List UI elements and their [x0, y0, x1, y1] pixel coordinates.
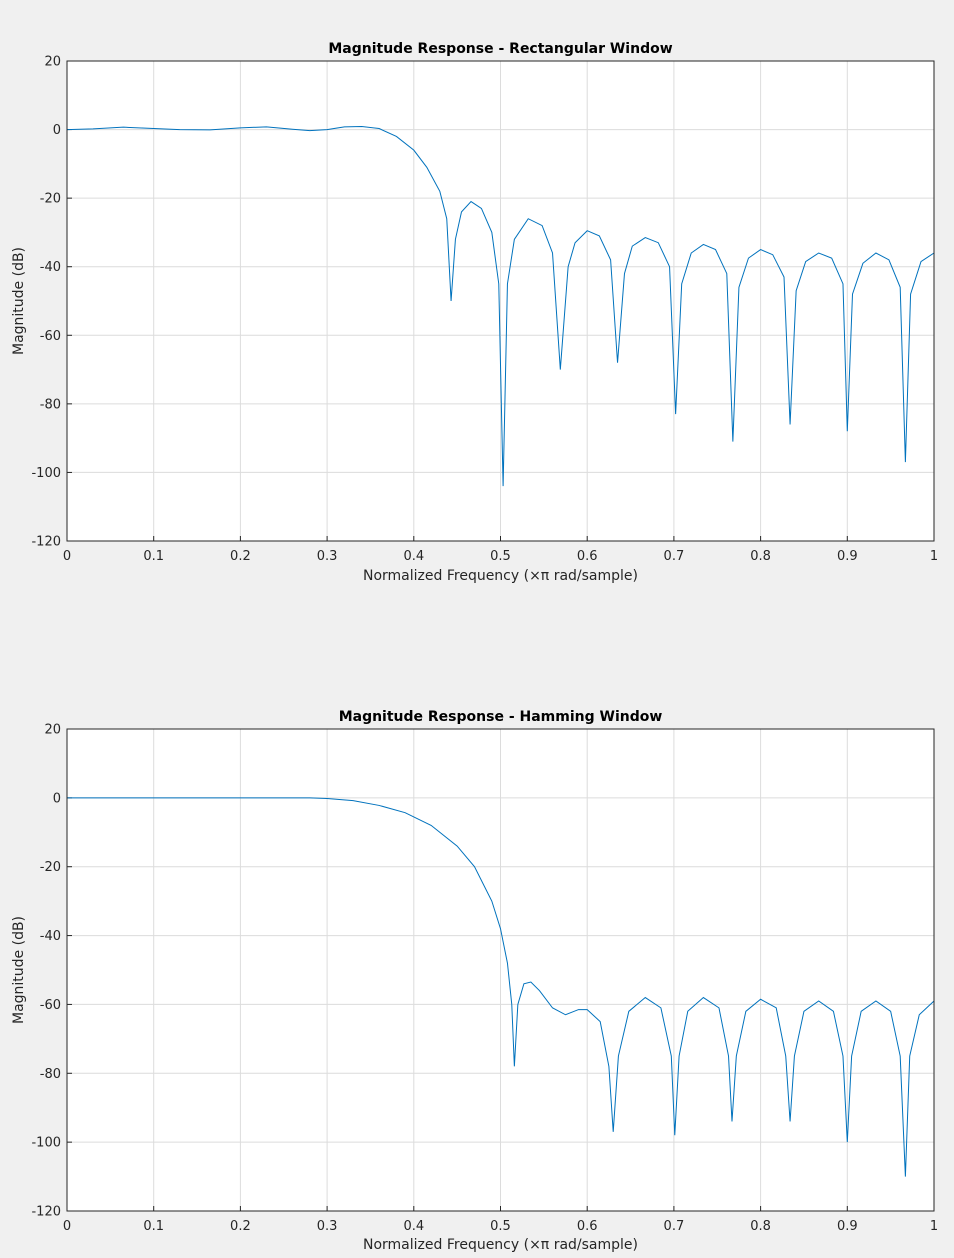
x-tick-label: 0.4 [403, 1219, 424, 1234]
y-tick-label: 0 [53, 791, 61, 806]
plot-title: Magnitude Response - Hamming Window [339, 709, 663, 725]
x-tick-label: 0.1 [143, 549, 164, 564]
y-axis-label: Magnitude (dB) [11, 247, 27, 355]
tick-labels: 0 0.1 0.2 0.3 0.4 0.5 0.6 0.7 0.8 0.9 1 -120 -100 -80… [31, 723, 938, 1235]
x-tick-label: 0.9 [837, 1219, 858, 1234]
y-tick-label: 0 [53, 123, 61, 138]
y-tick-label: -20 [40, 860, 61, 875]
x-tick-label: 0.3 [317, 1219, 338, 1234]
plot-rectangular-window: 0 0.1 0.2 0.3 0.4 0.5 0.6 0.7 0.8 0.9 1 -120 -100 -80… [11, 41, 938, 584]
x-tick-label: 0.7 [664, 549, 685, 564]
y-tick-label: -20 [40, 192, 61, 207]
x-tick-label: 0.6 [577, 1219, 598, 1234]
tick-labels: 0 0.1 0.2 0.3 0.4 0.5 0.6 0.7 0.8 0.9 1 -120 -100 -80… [31, 55, 938, 565]
x-tick-label: 0 [63, 1219, 71, 1234]
y-tick-label: -120 [31, 535, 61, 550]
x-tick-label: 1 [930, 1219, 938, 1234]
x-axis-label: Normalized Frequency (×π rad/sample) [363, 1237, 638, 1253]
x-tick-label: 0.5 [490, 1219, 511, 1234]
plot-title: Magnitude Response - Rectangular Window [328, 41, 672, 57]
y-tick-label: -80 [40, 1067, 61, 1082]
x-axis-label: Normalized Frequency (×π rad/sample) [363, 568, 638, 584]
y-tick-label: -40 [40, 260, 61, 275]
x-tick-label: 0.9 [837, 549, 858, 564]
x-tick-label: 0.5 [490, 549, 511, 564]
y-tick-label: -60 [40, 998, 61, 1013]
y-tick-label: -60 [40, 329, 61, 344]
x-tick-label: 0.2 [230, 549, 251, 564]
x-tick-label: 0.2 [230, 1219, 251, 1234]
y-axis-label: Magnitude (dB) [11, 916, 27, 1024]
x-tick-label: 0.3 [317, 549, 338, 564]
y-tick-label: 20 [44, 723, 61, 738]
hamming-window-response-line [67, 797, 935, 1177]
y-tick-label: -120 [31, 1205, 61, 1220]
x-tick-label: 0.8 [750, 1219, 771, 1234]
y-tick-label: -40 [40, 929, 61, 944]
x-tick-label: 0.1 [143, 1219, 164, 1234]
plot-hamming-window: 0 0.1 0.2 0.3 0.4 0.5 0.6 0.7 0.8 0.9 1 -120 -100 -80… [11, 709, 938, 1253]
x-tick-label: 0.6 [577, 549, 598, 564]
x-tick-label: 0.8 [750, 549, 771, 564]
y-tick-label: -100 [31, 466, 61, 481]
rectangular-window-response-line [66, 125, 935, 487]
x-tick-label: 0.4 [403, 549, 424, 564]
x-tick-label: 0.7 [664, 1219, 685, 1234]
x-tick-label: 0 [63, 549, 71, 564]
y-tick-label: -100 [31, 1136, 61, 1151]
axes-frame [66, 728, 935, 1212]
x-tick-label: 1 [930, 549, 938, 564]
y-tick-label: 20 [44, 55, 61, 70]
y-tick-label: -80 [40, 397, 61, 412]
axes-frame [66, 60, 935, 542]
